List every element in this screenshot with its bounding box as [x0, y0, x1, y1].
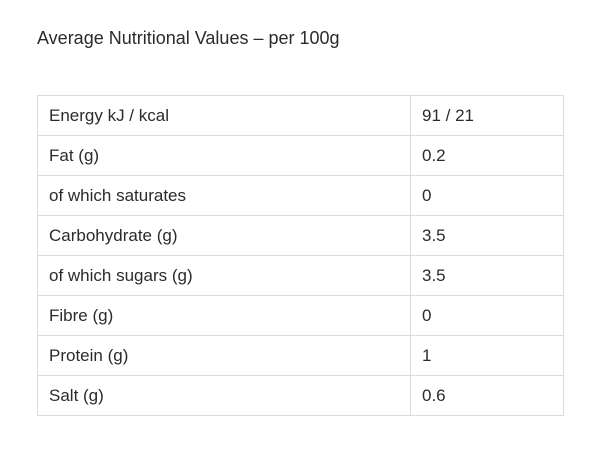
- table-row: Fat (g) 0.2: [37, 135, 564, 176]
- table-row: of which saturates 0: [37, 175, 564, 216]
- nutrient-name: Energy kJ / kcal: [37, 95, 411, 136]
- nutrient-value: 1: [410, 335, 564, 376]
- nutrition-heading: Average Nutritional Values – per 100g: [37, 28, 340, 48]
- nutrient-value: 0: [410, 295, 564, 336]
- nutrient-name: of which saturates: [37, 175, 411, 216]
- nutrient-value: 0.6: [410, 375, 564, 416]
- nutrition-table: Energy kJ / kcal 91 / 21 Fat (g) 0.2 of …: [37, 95, 564, 416]
- nutrient-name: Protein (g): [37, 335, 411, 376]
- table-row: Protein (g) 1: [37, 335, 564, 376]
- nutrient-value: 91 / 21: [410, 95, 564, 136]
- nutrient-value: 0.2: [410, 135, 564, 176]
- nutrient-name: Fibre (g): [37, 295, 411, 336]
- nutrient-name: of which sugars (g): [37, 255, 411, 296]
- nutrient-value: 3.5: [410, 255, 564, 296]
- nutrient-value: 0: [410, 175, 564, 216]
- nutrient-value: 3.5: [410, 215, 564, 256]
- table-row: Carbohydrate (g) 3.5: [37, 215, 564, 256]
- table-row: Fibre (g) 0: [37, 295, 564, 336]
- nutrient-name: Carbohydrate (g): [37, 215, 411, 256]
- table-row: Energy kJ / kcal 91 / 21: [37, 95, 564, 136]
- nutrient-name: Salt (g): [37, 375, 411, 416]
- table-row: of which sugars (g) 3.5: [37, 255, 564, 296]
- table-row: Salt (g) 0.6: [37, 375, 564, 416]
- nutrient-name: Fat (g): [37, 135, 411, 176]
